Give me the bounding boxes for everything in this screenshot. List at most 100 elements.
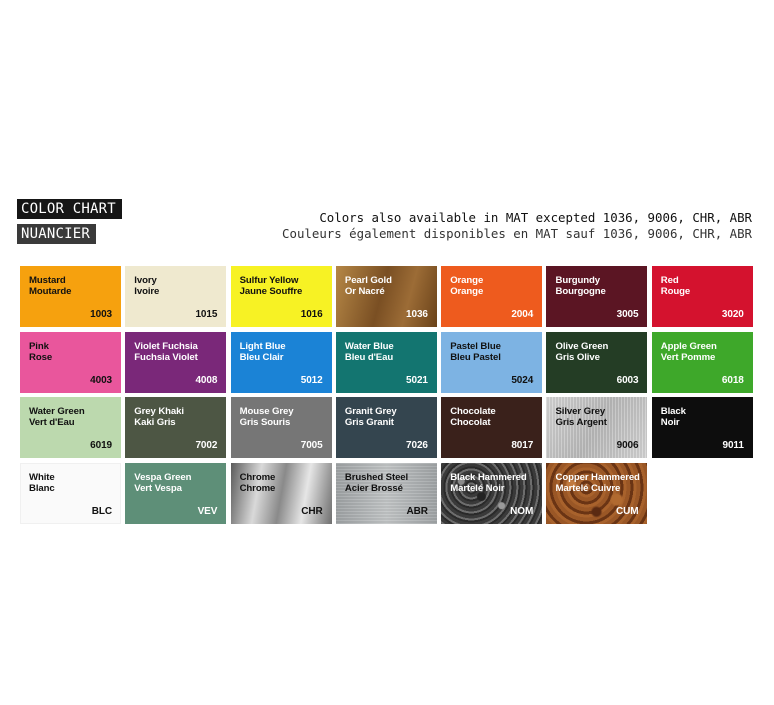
swatch-grid: Mustard Moutarde 1003 Ivory Ivoire 1015 Sulfur…: [20, 266, 753, 524]
swatch-names: Mustard Moutarde: [29, 275, 117, 297]
color-swatch: Chocolate Chocolat 8017: [441, 397, 543, 458]
swatch-names: Water Blue Bleu d'Eau: [345, 341, 433, 363]
swatch-names: Red Rouge: [661, 275, 749, 297]
swatch-name-french: Gris Argent: [555, 417, 607, 428]
swatch-names: Light Blue Bleu Clair: [240, 341, 328, 363]
swatch-name-french: Bleu Pastel: [450, 351, 501, 363]
swatch-name-french: Vert Pomme: [660, 351, 716, 363]
swatch-name-english: Pastel Blue: [450, 340, 501, 352]
swatch-code: 6018: [721, 374, 744, 386]
color-swatch: Water Blue Bleu d'Eau 5021: [335, 331, 437, 393]
swatch-name-french: Vert Vespa: [134, 482, 182, 494]
swatch-code: 4008: [195, 374, 218, 386]
swatch-code: ABR: [406, 505, 428, 517]
color-swatch: Copper Hammered Martelé Cuivre CUM: [546, 462, 648, 524]
swatch-name-french: Fuchsia Violet: [134, 351, 198, 363]
swatch-name-french: Or Nacré: [344, 286, 385, 297]
swatch-names: Black Noir: [661, 406, 749, 428]
color-swatch: Red Rouge 3020: [651, 266, 753, 327]
color-swatch: Silver Grey Gris Argent 9006: [546, 397, 648, 458]
swatch-name-english: Black: [660, 406, 686, 417]
swatch-names: Pearl Gold Or Nacré: [345, 275, 433, 297]
swatch-names: White Blanc: [29, 472, 117, 494]
swatch-names: Water Green Vert d'Eau: [29, 406, 117, 428]
color-swatch: Black Noir 9011: [651, 397, 753, 458]
swatch-name-english: Granit Grey: [344, 406, 397, 417]
swatch-names: Pink Rose: [29, 341, 117, 363]
swatch-name-english: Water Blue: [344, 340, 394, 352]
swatch-code: 7002: [195, 440, 218, 451]
swatch-name-english: Mustard: [29, 275, 66, 286]
color-swatch: Light Blue Bleu Clair 5012: [230, 331, 332, 393]
swatch-names: Apple Green Vert Pomme: [661, 341, 749, 363]
color-swatch: Pearl Gold Or Nacré 1036: [335, 266, 437, 327]
swatch-name-french: Martelé Noir: [450, 482, 505, 494]
swatch-name-french: Ivoire: [134, 286, 160, 297]
color-swatch: Mustard Moutarde 1003: [20, 266, 121, 327]
swatch-name-english: Grey Khaki: [134, 406, 184, 417]
swatch-code: CHR: [301, 505, 323, 517]
swatch-names: Copper Hammered Martelé Cuivre: [555, 472, 643, 494]
swatch-code: 3005: [616, 309, 639, 320]
swatch-code: 5021: [406, 374, 428, 386]
swatch-code: 5024: [511, 374, 534, 386]
swatch-name-french: Blanc: [29, 482, 55, 494]
color-swatch: Vespa Green Vert Vespa VEV: [125, 462, 227, 524]
swatch-name-english: Brushed Steel: [344, 471, 409, 483]
swatch-names: Brushed Steel Acier Brossé: [345, 472, 433, 494]
swatch-names: Silver Grey Gris Argent: [555, 406, 643, 428]
color-swatch: Pink Rose 4003: [20, 331, 121, 393]
swatch-code: 8017: [511, 440, 534, 451]
swatch-name-english: Black Hammered: [450, 471, 527, 483]
swatch-name-english: White: [29, 471, 55, 483]
color-swatch: Apple Green Vert Pomme 6018: [651, 331, 753, 393]
swatch-names: Olive Green Gris Olive: [555, 341, 643, 363]
swatch-name-french: Acier Brossé: [344, 482, 403, 494]
swatch-code: 6003: [616, 374, 639, 386]
swatch-code: NOM: [510, 505, 534, 517]
swatch-code: 1015: [195, 309, 218, 320]
swatch-name-english: Apple Green: [660, 340, 717, 352]
swatch-name-french: Chrome: [239, 482, 276, 494]
swatch-name-french: Bourgogne: [555, 286, 606, 297]
color-swatch: Grey Khaki Kaki Gris 7002: [125, 397, 227, 458]
swatch-names: Pastel Blue Bleu Pastel: [450, 341, 538, 363]
title-english: COLOR CHART: [17, 199, 122, 219]
color-swatch: White Blanc BLC: [20, 462, 121, 524]
color-swatch: Orange Orange 2004: [441, 266, 543, 327]
title-french: NUANCIER: [17, 224, 97, 244]
color-swatch: Black Hammered Martelé Noir NOM: [441, 462, 543, 524]
swatch-code: 4003: [90, 374, 112, 386]
swatch-name-french: Orange: [450, 286, 484, 297]
swatch-name-english: Orange: [450, 275, 484, 286]
swatch-names: Ivory Ivoire: [134, 275, 222, 297]
swatch-name-english: Ivory: [134, 275, 157, 286]
swatch-name-english: Chrome: [239, 471, 276, 483]
swatch-name-english: Burgundy: [555, 275, 600, 286]
swatch-code: 2004: [511, 309, 534, 320]
swatch-code: 9011: [722, 440, 744, 451]
swatch-code: 3020: [721, 309, 744, 320]
color-swatch: Violet Fuchsia Fuchsia Violet 4008: [125, 331, 227, 393]
swatch-names: Sulfur Yellow Jaune Souffre: [240, 275, 328, 297]
swatch-code: 6019: [90, 440, 112, 451]
swatch-name-french: Vert d'Eau: [29, 417, 75, 428]
swatch-names: Granit Grey Gris Granit: [345, 406, 433, 428]
swatch-name-french: Bleu d'Eau: [344, 351, 394, 363]
swatch-name-english: Violet Fuchsia: [134, 340, 198, 352]
swatch-name-english: Red: [660, 275, 679, 286]
color-swatch: Pastel Blue Bleu Pastel 5024: [441, 331, 543, 393]
swatch-names: Violet Fuchsia Fuchsia Violet: [134, 341, 222, 363]
swatch-names: Vespa Green Vert Vespa: [134, 472, 222, 494]
color-swatch: Mouse Grey Gris Souris 7005: [230, 397, 332, 458]
color-swatch: Olive Green Gris Olive 6003: [546, 331, 648, 393]
swatch-name-french: Kaki Gris: [134, 417, 176, 428]
swatch-code: 9006: [616, 440, 639, 451]
color-swatch: Brushed Steel Acier Brossé ABR: [335, 462, 437, 524]
swatch-name-english: Mouse Grey: [239, 406, 294, 417]
swatch-name-french: Gris Olive: [555, 351, 600, 363]
color-swatch: Burgundy Bourgogne 3005: [546, 266, 648, 327]
swatch-name-english: Sulfur Yellow: [239, 275, 299, 286]
swatch-names: Black Hammered Martelé Noir: [450, 472, 538, 494]
